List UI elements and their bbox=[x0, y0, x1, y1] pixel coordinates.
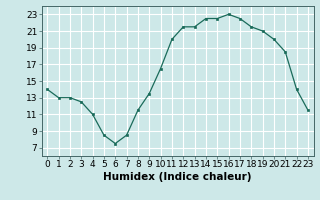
X-axis label: Humidex (Indice chaleur): Humidex (Indice chaleur) bbox=[103, 172, 252, 182]
